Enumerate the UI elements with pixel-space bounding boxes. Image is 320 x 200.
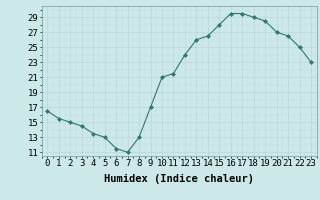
X-axis label: Humidex (Indice chaleur): Humidex (Indice chaleur) <box>104 174 254 184</box>
